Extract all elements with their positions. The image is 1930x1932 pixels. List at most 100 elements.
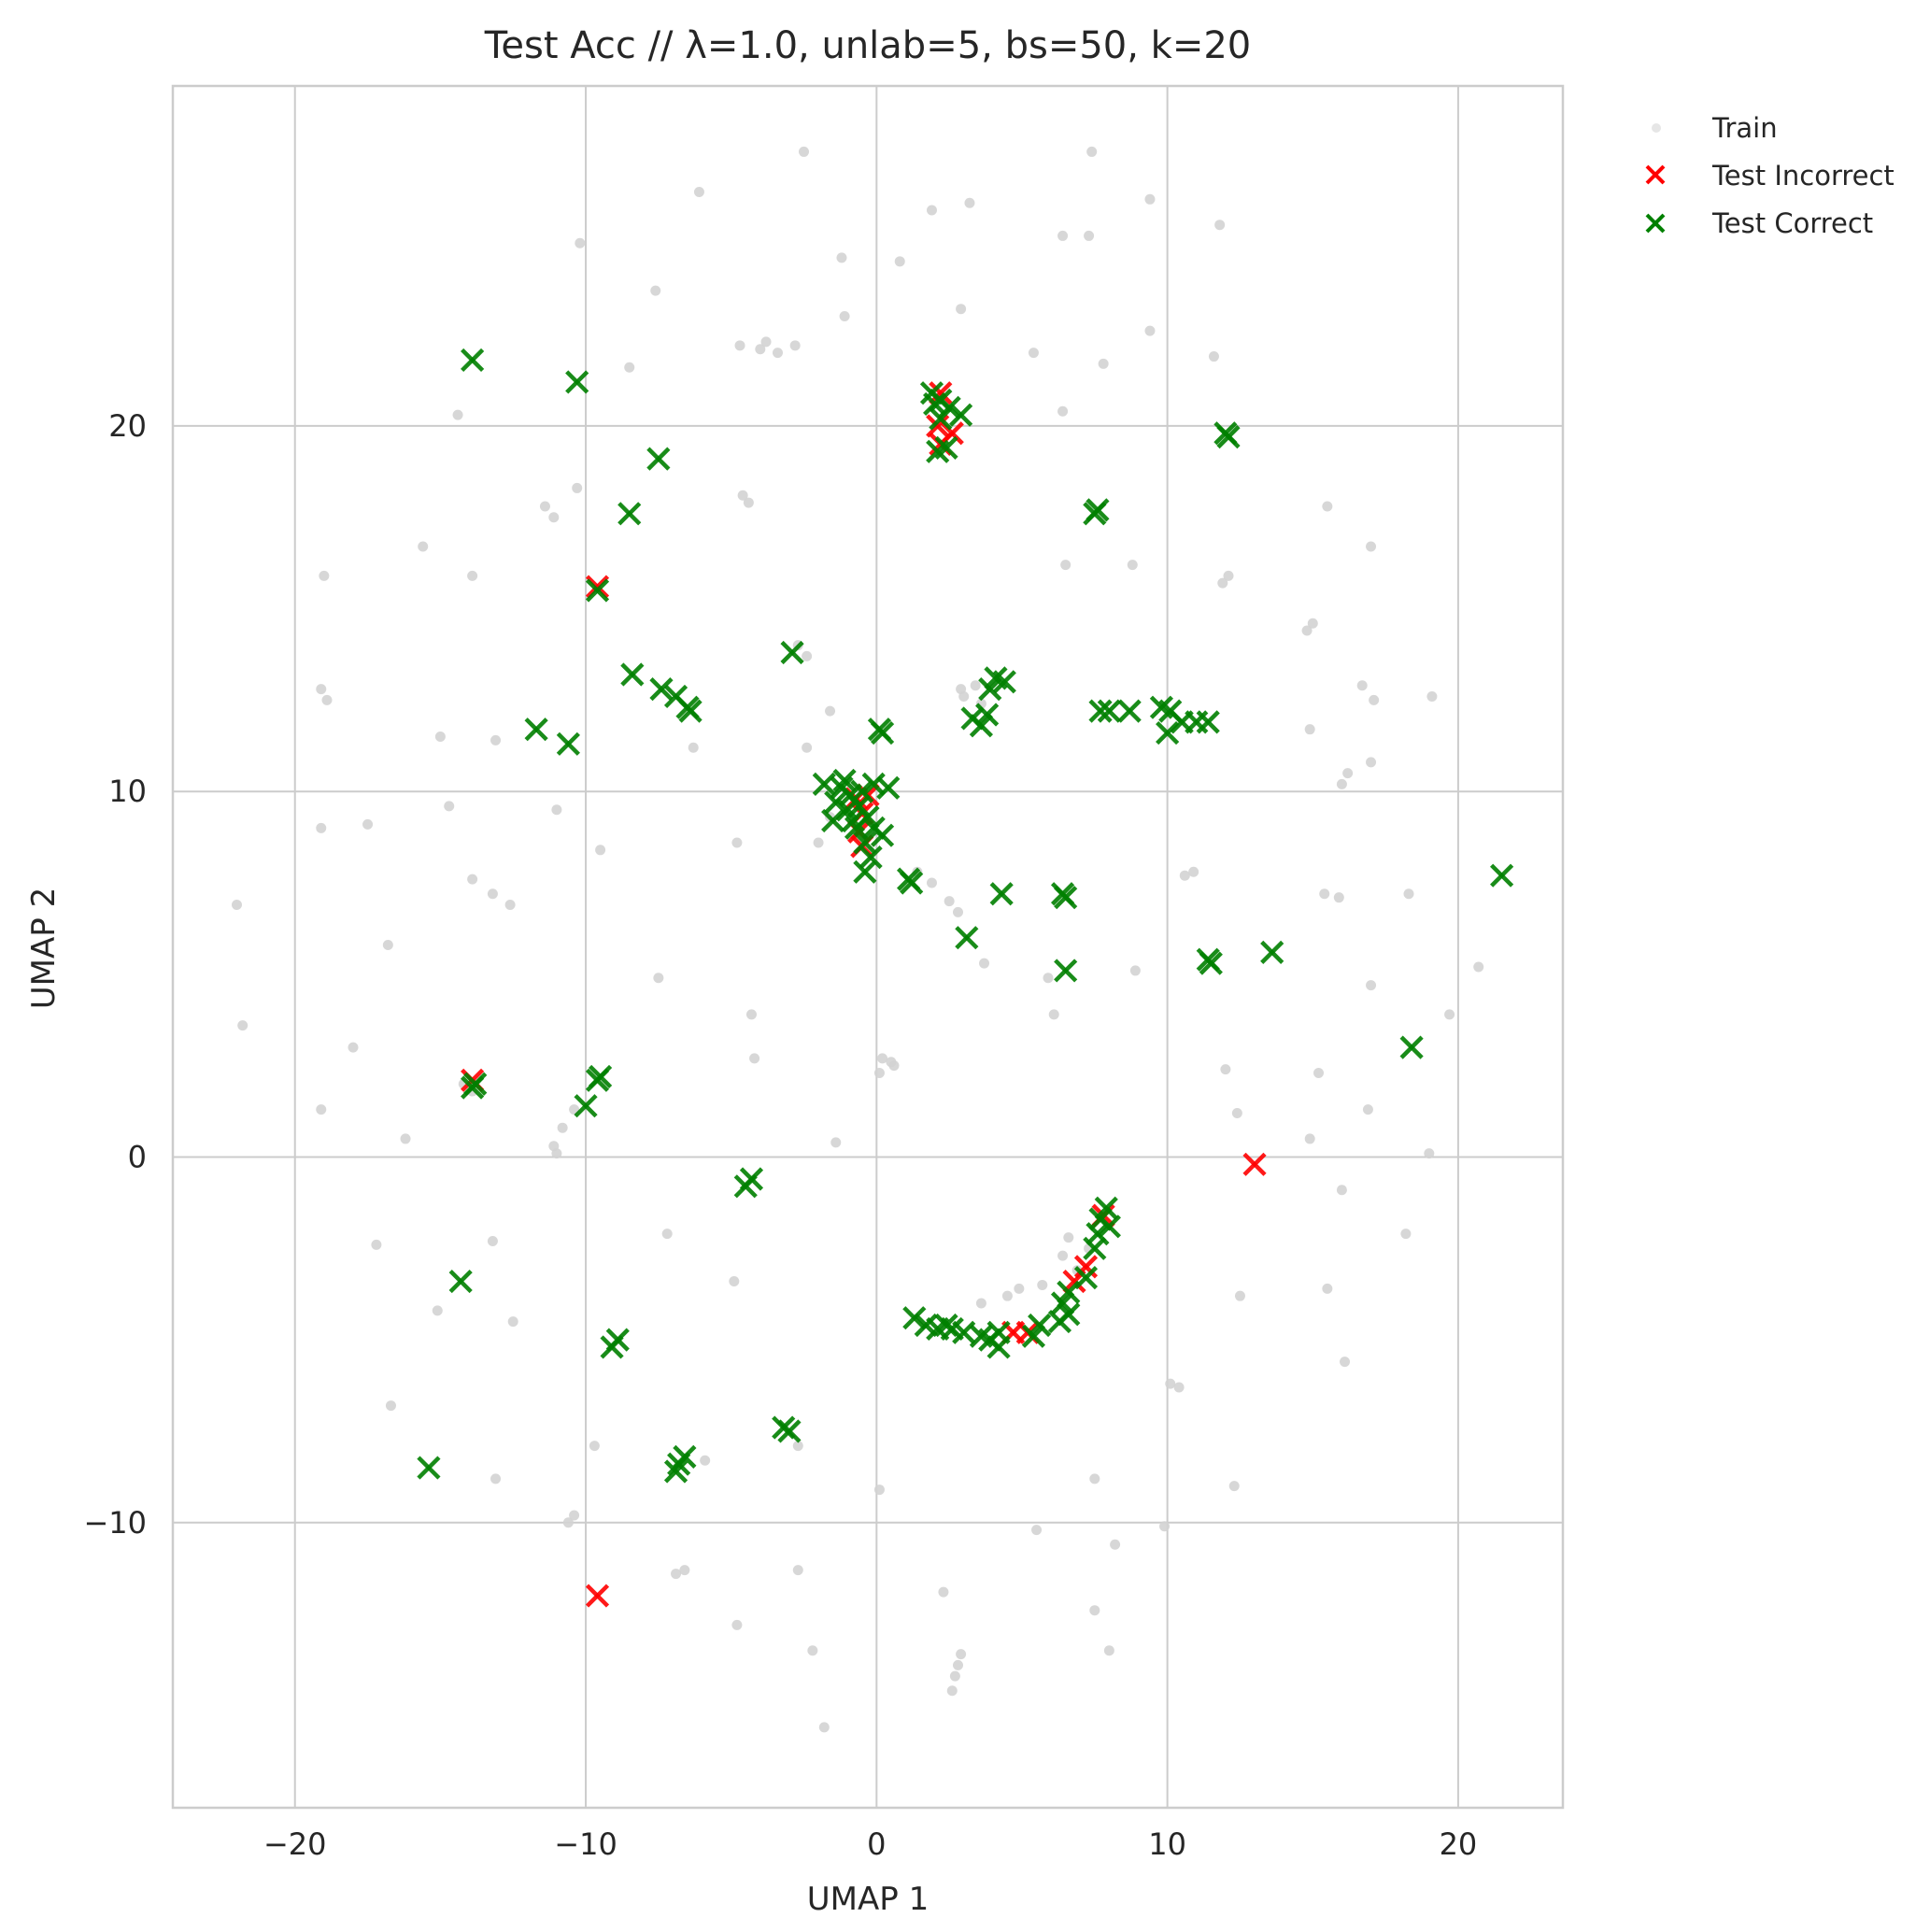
test-correct-point: [853, 859, 877, 884]
legend-label-test-correct: Test Correct: [1711, 207, 1873, 239]
test-correct-point: [1088, 699, 1113, 723]
train-point: [432, 1305, 443, 1316]
train-point: [490, 734, 502, 746]
test-correct-point: [617, 502, 642, 526]
train-point: [1159, 1521, 1171, 1532]
train-point: [1366, 757, 1377, 768]
train-point: [1084, 230, 1095, 241]
grid-lines: [173, 86, 1563, 1808]
train-point: [1057, 405, 1069, 417]
train-point: [1028, 348, 1039, 359]
train-point: [731, 1619, 743, 1630]
train-point: [807, 1645, 818, 1656]
train-point: [504, 900, 516, 911]
y-tick-label: 10: [108, 774, 147, 809]
train-point: [557, 1122, 568, 1133]
train-point: [1217, 577, 1228, 589]
train-point: [1089, 1605, 1100, 1616]
train-point: [1231, 1108, 1242, 1119]
train-point: [1031, 1525, 1043, 1536]
legend-marker-test-incorrect: [1645, 164, 1666, 185]
test-correct-point: [574, 1094, 598, 1118]
test-correct-point: [861, 772, 886, 796]
train-point: [569, 1510, 580, 1521]
test-correct-point: [1213, 421, 1238, 446]
train-point: [964, 197, 975, 208]
test-correct-point: [1054, 886, 1078, 910]
train-point: [487, 888, 498, 900]
train-point: [813, 837, 824, 848]
x-axis-label: UMAP 1: [807, 1881, 929, 1918]
train-point: [926, 205, 937, 216]
test-correct-point: [1054, 959, 1078, 983]
train-point: [1333, 892, 1344, 903]
train-point: [749, 1053, 760, 1064]
test-correct-point: [1399, 1035, 1424, 1059]
train-point: [1366, 980, 1377, 991]
test-correct-point: [585, 578, 610, 603]
train-point: [1403, 888, 1414, 900]
test-correct-point: [861, 816, 886, 840]
train-point: [321, 694, 333, 705]
train-point: [316, 822, 327, 833]
test-correct-point: [1097, 1215, 1121, 1239]
train-point: [671, 1569, 682, 1580]
train-point: [953, 1659, 964, 1670]
x-tick-label: 20: [1440, 1826, 1478, 1862]
train-point: [1165, 1378, 1176, 1389]
test-correct-point: [1028, 1313, 1052, 1338]
test-correct-point: [585, 1068, 610, 1092]
test-correct-point: [986, 1335, 1011, 1359]
test-correct-point: [1057, 1280, 1081, 1304]
test-correct-point: [876, 775, 901, 800]
test-correct-point: [1047, 1309, 1072, 1334]
test-correct-point: [929, 406, 953, 431]
test-correct-point: [733, 1174, 758, 1199]
train-point: [956, 304, 967, 315]
train-point: [886, 1057, 897, 1068]
train-point: [836, 252, 847, 263]
train-point: [946, 1685, 958, 1697]
test-correct-point: [1260, 940, 1284, 964]
train-point: [237, 1020, 248, 1031]
train-point: [1362, 1104, 1373, 1115]
test-correct-point: [992, 670, 1016, 694]
train-point: [1144, 193, 1156, 205]
train-point: [873, 1067, 885, 1078]
train-point: [1234, 1290, 1245, 1301]
test-correct-point: [844, 816, 869, 840]
train-point: [575, 237, 586, 249]
test-correct-point: [1021, 1324, 1046, 1348]
train-point: [1220, 1064, 1231, 1075]
train-point: [1063, 1232, 1074, 1243]
train-point: [938, 1586, 949, 1598]
train-point: [624, 362, 635, 373]
train-point: [1319, 888, 1330, 900]
test-correct-point: [646, 447, 671, 471]
test-correct-point: [978, 677, 1002, 702]
test-correct-point: [870, 721, 895, 746]
train-point: [1304, 1133, 1315, 1144]
train-point: [1313, 1067, 1325, 1078]
chart-title: Test Acc // λ=1.0, unlab=5, bs=50, k=20: [484, 24, 1252, 67]
train-point: [693, 186, 704, 197]
test-correct-point: [675, 695, 700, 719]
train-point: [731, 837, 743, 848]
train-point: [1426, 690, 1438, 702]
train-point: [818, 1722, 830, 1733]
axes-frame: [171, 84, 1565, 1810]
train-point: [1400, 1229, 1412, 1240]
train-point: [572, 482, 583, 493]
test-correct-point: [841, 808, 866, 833]
test-correct-point: [821, 808, 845, 833]
train-point: [1098, 358, 1109, 369]
test-correct-point: [949, 403, 973, 427]
train-point: [1322, 501, 1333, 512]
train-point: [1057, 230, 1069, 241]
train-point: [1228, 1481, 1240, 1492]
train-point: [1223, 570, 1234, 581]
test-correct-point: [859, 845, 883, 870]
train-point: [1043, 973, 1054, 984]
test-correct-point: [975, 703, 1000, 727]
test-correct-point: [663, 1459, 688, 1484]
